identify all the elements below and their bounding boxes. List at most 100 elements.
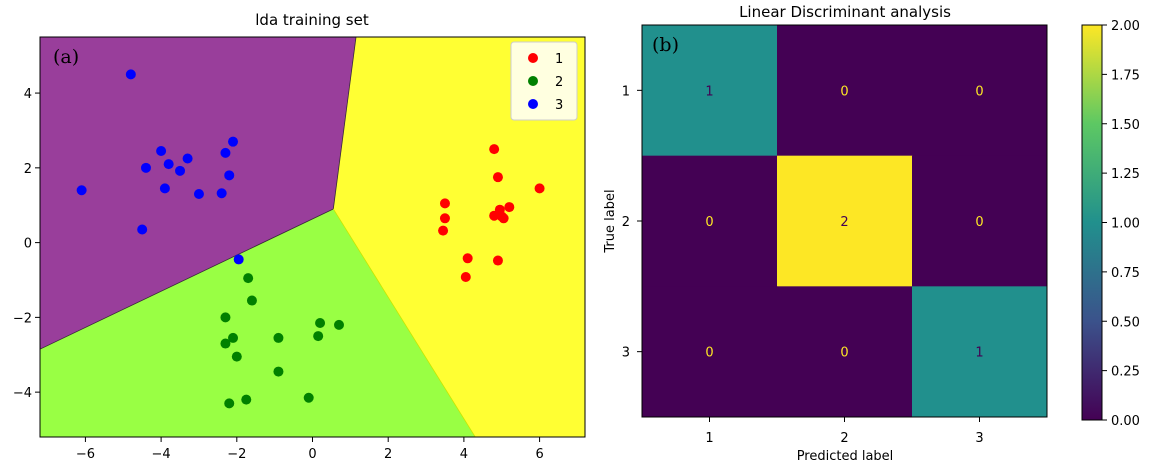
y-tick-label-a: 4 bbox=[24, 87, 32, 102]
point-class-3 bbox=[163, 159, 174, 170]
boundary-line-2-1 bbox=[332, 208, 476, 437]
y-tick-label-b: 2 bbox=[622, 215, 630, 230]
point-class-2 bbox=[224, 398, 235, 409]
colorbar-tick-label: 0.75 bbox=[1111, 266, 1140, 281]
heatmap-cell bbox=[777, 286, 913, 418]
point-class-3 bbox=[156, 146, 167, 157]
point-class-2 bbox=[243, 273, 254, 284]
legend: 1 2 3 bbox=[510, 41, 578, 121]
point-class-3 bbox=[216, 188, 227, 199]
cell-labels: 1 0 0 0 2 0 0 0 1 bbox=[705, 84, 983, 360]
x-tick-label-a: 0 bbox=[308, 447, 316, 462]
x-tick-label-a: −4 bbox=[152, 447, 171, 462]
point-class-3 bbox=[137, 224, 148, 235]
point-class-3 bbox=[76, 185, 87, 196]
cell-value-label: 0 bbox=[975, 215, 983, 230]
x-tick-label-b: 2 bbox=[840, 431, 848, 446]
y-tick-label-a: 2 bbox=[24, 162, 32, 177]
point-class-3 bbox=[233, 254, 244, 265]
y-axis-label-b: True label bbox=[603, 189, 618, 253]
colorbar-tick-label: 2.00 bbox=[1111, 19, 1140, 34]
heatmap-cell bbox=[777, 25, 913, 157]
panel-tag-b: (b) bbox=[652, 34, 679, 56]
colorbar-gradient bbox=[1082, 25, 1102, 420]
point-class-2 bbox=[315, 317, 326, 328]
region-class-1 bbox=[333, 37, 585, 437]
legend-label: 2 bbox=[555, 75, 563, 90]
point-class-2 bbox=[228, 332, 239, 343]
point-class-3 bbox=[175, 165, 186, 176]
point-class-2 bbox=[303, 392, 314, 403]
point-class-3 bbox=[224, 170, 235, 181]
legend-marker bbox=[528, 99, 538, 109]
point-class-3 bbox=[159, 183, 170, 194]
heatmap-cell bbox=[912, 155, 1048, 287]
colorbar: 0.00 0.25 0.50 0.75 1.00 1.25 1.50 1.75 2.00 bbox=[1081, 19, 1140, 429]
panel-tag-a: (a) bbox=[53, 46, 79, 68]
heatmap-cell bbox=[777, 155, 913, 287]
y-tick-label-a: −2 bbox=[13, 311, 32, 326]
x-tick-label-a: 6 bbox=[535, 447, 543, 462]
legend-marker bbox=[528, 53, 538, 63]
cell-value-label: 0 bbox=[705, 346, 713, 361]
confusion-matrix-panel: 1 0 0 0 2 0 0 0 1 1 2 3 1 2 3 Linear Discriminant ana… bbox=[603, 3, 1140, 464]
legend-box bbox=[510, 41, 578, 121]
y-tick-label-b: 3 bbox=[622, 346, 630, 361]
x-tick-label-a: −2 bbox=[227, 447, 246, 462]
point-class-1 bbox=[489, 210, 500, 221]
point-class-1 bbox=[534, 183, 545, 194]
point-class-3 bbox=[228, 136, 239, 147]
heatmap-cells bbox=[642, 25, 1048, 418]
colorbar-ticks: 0.00 0.25 0.50 0.75 1.00 1.25 1.50 1.75 2.00 bbox=[1102, 19, 1140, 429]
point-class-1 bbox=[504, 202, 515, 213]
x-tick-label-a: 4 bbox=[460, 447, 468, 462]
x-tick-label-a: 2 bbox=[384, 447, 392, 462]
point-class-2 bbox=[241, 394, 252, 405]
point-class-2 bbox=[220, 312, 231, 323]
y-tick-label-a: 0 bbox=[24, 237, 32, 252]
point-class-1 bbox=[438, 225, 449, 236]
point-class-1 bbox=[460, 272, 471, 282]
colorbar-tick-label: 1.25 bbox=[1111, 167, 1140, 182]
decision-regions bbox=[40, 37, 585, 437]
cell-value-label: 0 bbox=[840, 346, 848, 361]
colorbar-tick-label: 1.00 bbox=[1111, 217, 1140, 232]
y-tick-label-a: −4 bbox=[13, 386, 32, 401]
point-class-2 bbox=[273, 366, 284, 377]
point-class-3 bbox=[125, 69, 136, 80]
colorbar-tick-label: 1.75 bbox=[1111, 68, 1140, 83]
x-tick-label-a: −6 bbox=[76, 447, 95, 462]
point-class-3 bbox=[182, 153, 193, 164]
point-class-2 bbox=[246, 295, 257, 306]
point-class-1 bbox=[439, 213, 450, 224]
x-tick-label-b: 3 bbox=[975, 431, 983, 446]
heatmap-cell bbox=[642, 25, 778, 157]
heatmap-cell bbox=[912, 25, 1048, 157]
lda-training-scatter-panel: −6 −4 −2 0 2 4 6 −4 −2 0 2 4 lda training set (a) 1… bbox=[13, 11, 586, 462]
scatter-points bbox=[76, 69, 545, 409]
heatmap-cell bbox=[642, 155, 778, 287]
point-class-1 bbox=[492, 172, 503, 183]
cell-value-label: 0 bbox=[705, 215, 713, 230]
colorbar-tick-label: 0.00 bbox=[1111, 414, 1140, 429]
point-class-3 bbox=[193, 189, 204, 200]
cell-value-label: 1 bbox=[705, 84, 713, 99]
boundary-line-2-3 bbox=[40, 208, 334, 350]
boundary-line-3-1 bbox=[332, 37, 357, 210]
point-class-2 bbox=[313, 331, 324, 342]
legend-label: 3 bbox=[555, 98, 563, 113]
point-class-2 bbox=[220, 338, 231, 349]
x-axis-label-b: Predicted label bbox=[797, 449, 894, 464]
legend-marker bbox=[528, 76, 538, 86]
chart-title-b: Linear Discriminant analysis bbox=[739, 3, 951, 21]
axis-ticks-b: 1 2 3 1 2 3 bbox=[622, 84, 984, 446]
point-class-2 bbox=[231, 351, 242, 362]
region-class-2 bbox=[40, 208, 476, 437]
colorbar-tick-label: 0.50 bbox=[1111, 315, 1140, 330]
colorbar-tick-label: 1.50 bbox=[1111, 118, 1140, 133]
point-class-2 bbox=[333, 319, 344, 330]
point-class-3 bbox=[220, 147, 231, 158]
point-class-2 bbox=[273, 332, 284, 343]
heatmap-cell bbox=[912, 286, 1048, 418]
